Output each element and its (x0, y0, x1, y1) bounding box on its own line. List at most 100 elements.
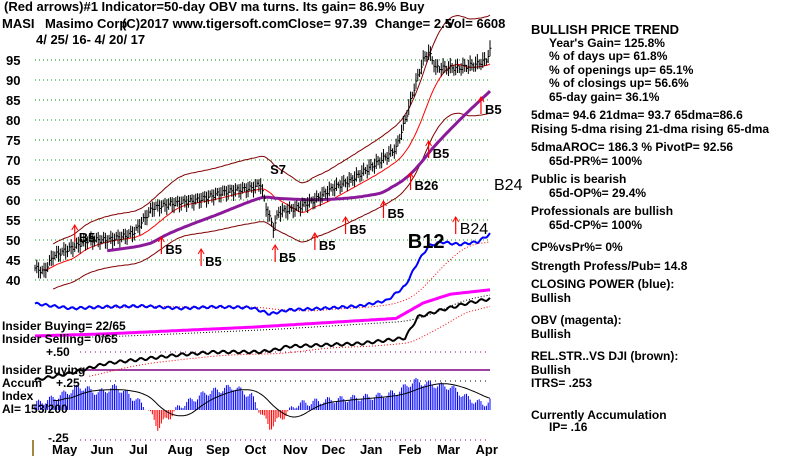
closing-power-value: Bullish (531, 290, 572, 305)
ai-plus25-label: +.25 (56, 376, 80, 390)
signal-label: S7 (270, 162, 286, 177)
insider-buying-count: Insider Buying= 22/65 (2, 319, 126, 333)
obv-value: Bullish (531, 326, 572, 341)
closing-power-label: CLOSING POWER (blue): (531, 277, 675, 291)
obv-line (34, 288, 491, 338)
ai-ma-line (53, 383, 491, 418)
signal-label: B5 (350, 222, 367, 237)
ai-value: AI= 153/200 (2, 402, 68, 416)
month-label: Dec (322, 442, 346, 456)
month-label: Nov (283, 442, 308, 456)
signal-label: B5 (319, 238, 336, 253)
buy-signal-arrowhead (380, 200, 387, 207)
signal-label: B12 (408, 231, 445, 253)
signal-label: B5 (433, 146, 450, 161)
signal-label: B5 (205, 254, 222, 269)
ai-minus25-label: -.25 (48, 431, 69, 445)
price-tick-label: 60 (6, 193, 20, 208)
rising-dma: Rising 5-dma rising 21-dma rising 65-dma (531, 121, 770, 136)
company-name: Masimo Corp (45, 16, 128, 31)
obv-ma-line (89, 294, 491, 338)
symbol: MASI (2, 16, 35, 31)
relstr-label: REL.STR..VS DJI (brown): (531, 349, 679, 363)
stats-panel: BULLISH PRICE TREND Year's Gain= 125.8% … (531, 23, 800, 433)
buy-signal-arrowhead (452, 216, 460, 223)
insider-selling-count: Insider Selling= 0/65 (2, 332, 118, 346)
month-label: Apr (476, 442, 498, 456)
relstr-value: Bullish (531, 362, 572, 377)
dma-values: 5dma= 94.6 21dma= 93.7 65dma=86.6 (531, 108, 743, 122)
strength-ratio: Strength Profess/Pub= 14.8 (531, 258, 688, 273)
ai-plus50-label: +.50 (46, 345, 70, 359)
closings-up: % of closings up= 56.6% (549, 76, 689, 90)
price-tick-label: 85 (6, 93, 20, 108)
month-label: Aug (168, 442, 193, 456)
op-65d: 65d-OP%= 29.4% (549, 185, 647, 200)
signal-label: B5 (387, 206, 404, 221)
buy-signal-arrowhead (311, 232, 319, 239)
ma65-line (106, 90, 492, 253)
month-label: Jan (360, 442, 382, 456)
buy-signal-arrowhead (342, 216, 349, 223)
change-value: Change= 2.5 (375, 16, 452, 31)
price-tick-label: 95 (6, 53, 20, 68)
aroc-pivot: 5dmaAROC= 186.3 % PivotP= 92.56 (531, 140, 734, 154)
buy-signal-arrowhead (477, 96, 485, 103)
indicator-title: (Red arrows)#1 Indicator=50-day OBV ma t… (4, 0, 425, 14)
accumulation-status: Currently Accumulation (531, 407, 667, 422)
signal-label: B5 (79, 230, 96, 245)
buy-signal-arrowhead (407, 172, 414, 179)
close-value: Close= 97.39 (288, 16, 368, 31)
month-label: May (52, 442, 78, 456)
month-label: Mar (437, 442, 460, 456)
upper-band-line (52, 14, 491, 245)
pr-65d: 65d-PR%= 100% (549, 153, 643, 168)
signal-label: B26 (415, 178, 439, 193)
price-tick-label: 55 (6, 213, 20, 228)
copyright: (C)2017 www.tigersoft.com (122, 16, 289, 31)
price-tick-label: 75 (6, 133, 20, 148)
trend-title: BULLISH PRICE TREND (531, 22, 680, 37)
signal-label: B24 (494, 177, 523, 194)
public-status: Public is bearish (531, 172, 627, 186)
price-tick-label: 65 (6, 173, 20, 188)
index-label: Index (2, 389, 34, 403)
volume-value: Vol= 6608 (446, 16, 506, 31)
cp-65d: 65d-CP%= 100% (549, 217, 643, 232)
relstr-line (34, 297, 491, 381)
month-label: Jun (91, 442, 114, 456)
buy-signal-arrowhead (425, 140, 433, 147)
days-up: % of days up= 61.8% (549, 49, 668, 63)
buy-signal-arrowhead (157, 236, 165, 243)
itrs-value: ITRS= .253 (531, 376, 593, 390)
openings-up: % of openings up= 65.1% (549, 62, 694, 77)
accum-label: Accum (2, 376, 43, 390)
closing-power-ma-line (89, 241, 491, 312)
signal-label: B24 (460, 221, 489, 238)
relstr-ma-line (89, 306, 491, 377)
price-tick-label: 50 (6, 233, 20, 248)
gain-65d: 65-day gain= 36.1% (549, 89, 660, 104)
buy-signal-arrowhead (271, 244, 279, 251)
date-range: 4/ 25/ 16- 4/ 20/ 17 (36, 32, 146, 47)
closing-power-line (34, 232, 491, 316)
signal-label: B5 (165, 242, 182, 257)
price-tick-label: 80 (6, 113, 20, 128)
ip-value: IP= .16 (549, 420, 588, 434)
obv-label: OBV (magenta): (531, 313, 622, 327)
years-gain: Year's Gain= 125.8% (549, 35, 665, 50)
price-tick-label: 70 (6, 153, 20, 168)
cp-vs-pr: CP%vsPr%= 0% (531, 240, 623, 254)
signal-label: B5 (279, 250, 296, 265)
month-label: Feb (399, 442, 422, 456)
month-label: Jul (129, 442, 148, 456)
insider-buying-label: Insider Buying (2, 363, 86, 377)
price-tick-label: 45 (6, 253, 20, 268)
price-tick-label: 90 (6, 73, 20, 88)
month-label: Oct (245, 442, 267, 456)
buy-signal-arrowhead (197, 248, 205, 255)
buy-signal-arrowhead (71, 224, 79, 231)
signal-label: B5 (485, 102, 502, 117)
professionals-status: Professionals are bullish (531, 204, 674, 218)
